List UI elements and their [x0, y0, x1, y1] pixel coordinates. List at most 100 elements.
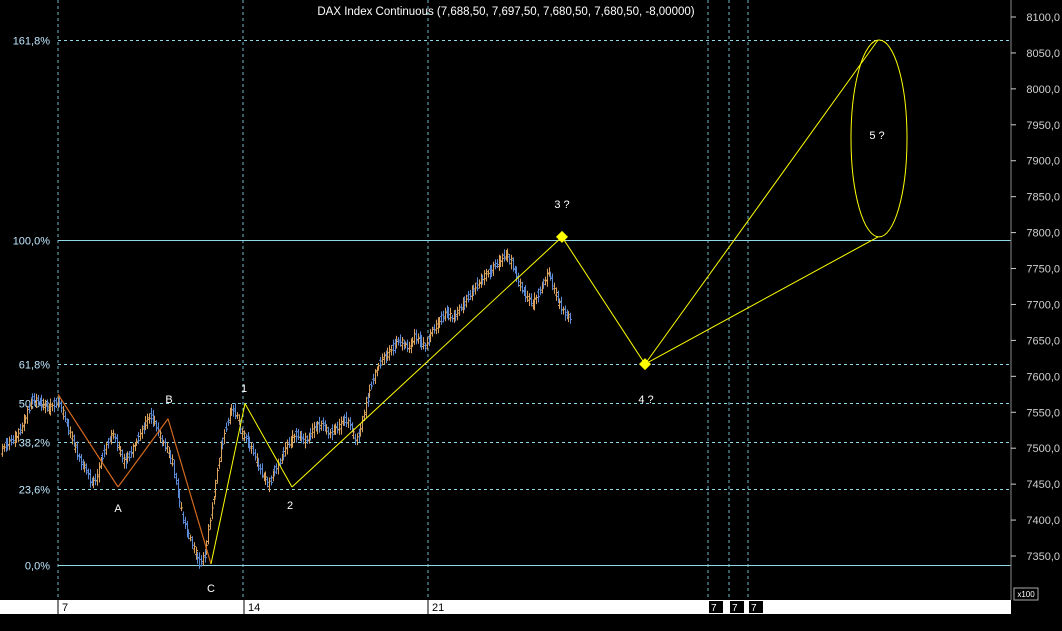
price-bar	[268, 477, 271, 493]
price-bar	[221, 437, 224, 450]
price-bar	[10, 434, 13, 446]
price-bar	[8, 436, 11, 451]
price-bar	[435, 319, 438, 335]
price-bar	[209, 517, 212, 530]
x-future-box-2	[749, 601, 763, 613]
wave5-upper-line	[644, 39, 879, 365]
price-bar	[173, 459, 176, 479]
price-bar	[12, 435, 15, 445]
price-bar	[182, 511, 185, 524]
price-bar	[397, 336, 400, 346]
price-bar	[460, 303, 463, 312]
wave-label-4: 2	[287, 500, 293, 512]
price-bar	[236, 412, 239, 420]
price-bar	[69, 426, 72, 439]
price-bar	[243, 430, 246, 442]
price-bar	[178, 489, 181, 508]
price-bar	[227, 417, 230, 426]
price-bar	[211, 502, 214, 520]
y-tick-label-3: 7950,0	[1026, 120, 1060, 132]
y-tick-label-0: 8100,0	[1026, 12, 1060, 24]
x-axis: 7 14 21 7 7 7	[57, 600, 763, 614]
price-bar	[125, 452, 128, 469]
price-bar	[487, 269, 490, 278]
price-bar	[42, 398, 45, 411]
x-tick-label-2: 21	[432, 602, 444, 614]
price-bar	[74, 442, 77, 453]
price-bar	[213, 495, 216, 505]
x-future-label-0: 7	[711, 603, 717, 614]
y-tick-label-6: 7800,0	[1026, 228, 1060, 240]
y-tick-label-2: 8000,0	[1026, 84, 1060, 96]
price-bar	[225, 422, 228, 433]
price-bar	[395, 335, 398, 349]
price-bar	[316, 420, 319, 435]
price-bar	[327, 426, 330, 439]
price-bar	[51, 402, 54, 412]
price-bar	[6, 437, 9, 451]
price-bar	[92, 476, 95, 489]
y-tick-label-10: 7600,0	[1026, 371, 1060, 383]
price-bar	[116, 434, 119, 452]
y-axis: 8100,0 8050,0 8000,0 7950,0 7900,0 7850,0 7800…	[1011, 12, 1060, 563]
price-bar	[472, 284, 475, 296]
price-bar	[180, 502, 183, 512]
wave-marker-1	[639, 358, 651, 371]
price-bar	[549, 271, 552, 281]
price-bar	[553, 282, 556, 294]
price-bar	[144, 416, 147, 431]
price-bar	[454, 309, 457, 322]
price-bar	[379, 356, 382, 369]
price-bar	[223, 429, 226, 445]
price-bar	[442, 310, 445, 323]
price-bar	[501, 253, 504, 267]
wave5-target-ellipse	[850, 39, 908, 238]
price-bar	[49, 398, 52, 416]
price-bar	[218, 457, 221, 469]
price-bar	[279, 457, 282, 467]
price-bar	[381, 353, 384, 366]
price-bar	[429, 329, 432, 343]
price-bar	[313, 421, 316, 438]
fib-label-4: 38,2%	[19, 438, 50, 450]
price-bar	[284, 441, 287, 457]
price-bar	[89, 469, 92, 488]
price-bar	[241, 427, 244, 440]
price-bar	[306, 435, 309, 444]
price-bar	[35, 393, 38, 409]
price-bar	[309, 428, 312, 441]
price-bar	[467, 290, 470, 303]
price-bar	[87, 468, 90, 480]
price-bar	[551, 273, 554, 291]
price-bar	[1, 443, 4, 457]
price-bar	[71, 431, 74, 445]
price-bar	[354, 433, 357, 446]
price-bar	[492, 261, 495, 277]
price-bar	[503, 249, 506, 262]
price-bar	[368, 384, 371, 399]
price-bar	[528, 293, 531, 306]
price-bar	[465, 294, 468, 308]
price-bar	[171, 454, 174, 467]
x-future-box-1	[730, 601, 744, 613]
price-bar	[426, 337, 429, 350]
wave-segment-2	[167, 418, 212, 565]
price-bar	[80, 453, 83, 471]
price-bar	[159, 430, 162, 443]
price-bar	[411, 336, 414, 348]
fib-label-1: 100,0%	[13, 236, 51, 248]
price-bar	[234, 403, 237, 420]
price-bar	[334, 423, 337, 435]
price-bar	[304, 432, 307, 449]
price-bar	[370, 381, 373, 390]
price-bar	[19, 423, 22, 436]
price-bar	[46, 399, 49, 412]
price-bar	[146, 413, 149, 429]
price-bar	[447, 306, 450, 321]
price-bar	[424, 342, 427, 352]
y-tick-label-14: 7400,0	[1026, 515, 1060, 527]
fib-label-5: 23,6%	[19, 485, 50, 497]
price-bar	[175, 472, 178, 485]
price-bar	[112, 429, 115, 440]
